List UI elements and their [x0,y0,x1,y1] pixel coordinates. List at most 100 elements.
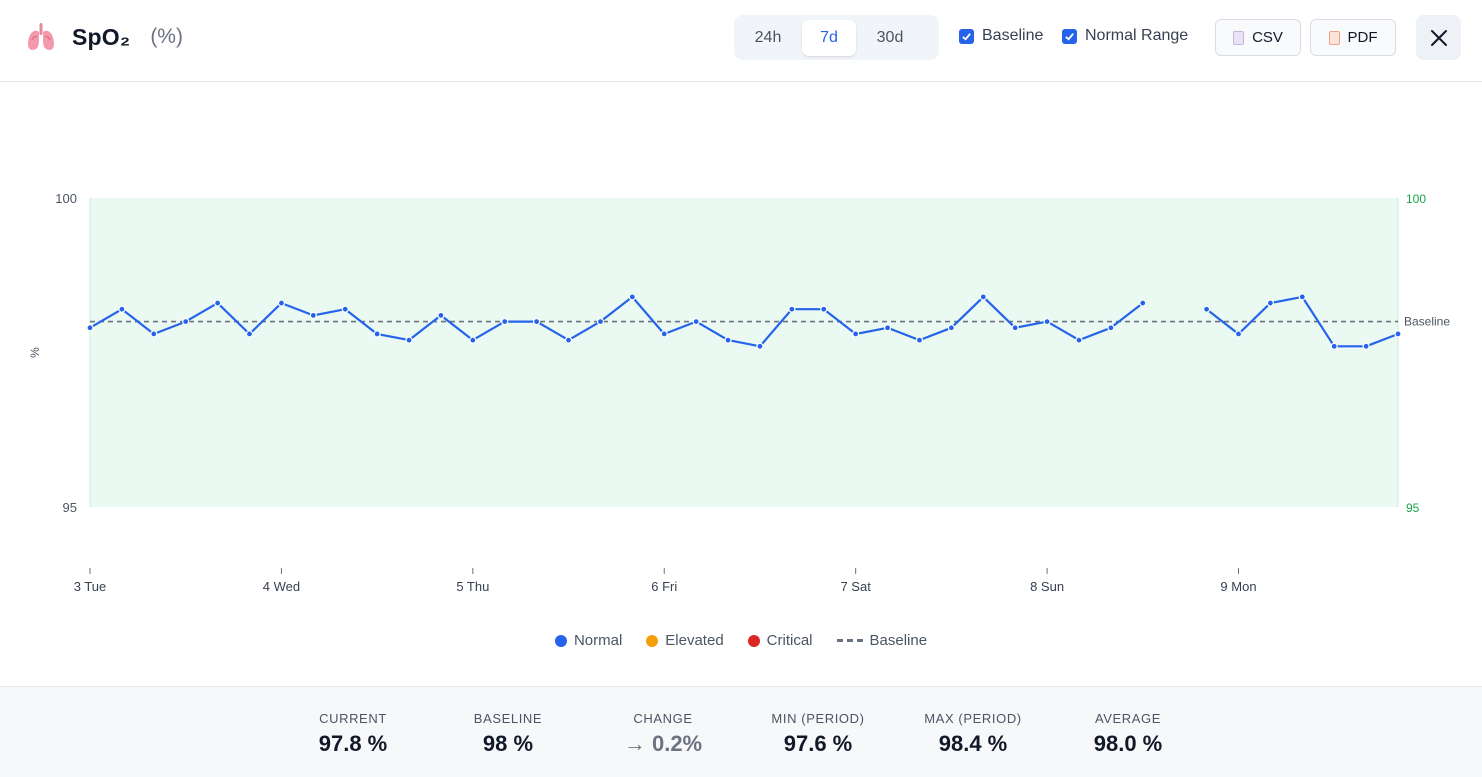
time-range-selector: 24h 7d 30d [734,15,939,60]
data-point[interactable] [182,318,190,326]
normal-range-checkbox[interactable] [1062,28,1077,44]
csv-file-icon [1233,30,1245,45]
data-point[interactable] [277,299,286,307]
normal-range-toggle[interactable]: Normal Range [1062,27,1188,45]
range-24h-button[interactable]: 24h [738,20,798,56]
data-point[interactable] [501,318,509,326]
data-point[interactable] [1202,305,1211,313]
page-unit: (%) [150,25,183,48]
stat-average: AVERAGE 98.0 % [1053,711,1203,757]
series-line-normal [89,295,1144,348]
data-point[interactable] [1043,318,1051,326]
data-point[interactable] [1266,299,1275,307]
title-group: SpO₂ (%) [24,20,183,54]
legend-item-normal[interactable]: Normal [554,632,623,649]
x-tick-label: 8 Sun [1030,579,1064,594]
stat-value: → 0.2% [623,731,703,756]
right-y-tick-label: 100 [1406,192,1426,206]
legend-label-normal: Normal [573,632,623,649]
data-point[interactable] [979,293,987,301]
data-point[interactable] [1139,299,1147,307]
header-bar: SpO₂ (%) 24h 7d 30d Baseline Normal Rang… [0,0,1482,82]
close-button[interactable] [1416,15,1461,60]
baseline-toggle[interactable]: Baseline [959,27,1043,45]
data-point[interactable] [915,336,924,344]
close-icon [1430,29,1447,46]
checkmark-icon [962,32,971,41]
legend-swatch-normal [554,634,567,647]
stat-value: 98.4 % [938,731,1008,756]
data-point[interactable] [1075,336,1083,344]
legend-item-elevated[interactable]: Elevated [646,632,724,649]
data-point[interactable] [1394,330,1402,338]
legend-label-elevated: Elevated [665,632,724,649]
data-point[interactable] [341,305,349,313]
data-point[interactable] [469,336,477,344]
data-point[interactable] [533,318,541,326]
data-point[interactable] [373,330,381,338]
stat-label: AVERAGE [1094,711,1162,726]
data-point[interactable] [1362,342,1370,350]
range-30d-button[interactable]: 30d [860,20,920,56]
legend-swatch-elevated [646,634,659,647]
stat-label: MIN (PERIOD) [771,711,865,726]
data-point[interactable] [788,305,796,313]
data-point[interactable] [1107,324,1115,332]
data-point[interactable] [756,342,764,350]
stats-panel: CURRENT 97.8 % BASELINE 98 % CHANGE → 0.… [0,686,1482,777]
stat-label: BASELINE [473,711,543,726]
stat-value: 98.0 % [1093,731,1163,756]
y-tick-label: 95 [63,500,77,515]
y-axis-label: % [28,347,42,358]
data-point[interactable] [660,330,668,338]
legend-item-critical[interactable]: Critical [747,632,813,649]
data-point[interactable] [883,324,892,332]
data-point[interactable] [86,324,94,332]
data-point[interactable] [214,299,222,307]
data-point[interactable] [947,324,955,332]
data-point[interactable] [596,318,605,326]
data-point[interactable] [692,318,700,326]
data-point[interactable] [1298,293,1306,301]
data-point[interactable] [245,330,254,338]
baseline-checkbox[interactable] [959,28,974,44]
data-point[interactable] [405,336,413,344]
stat-value: 98 % [482,731,534,756]
pdf-file-icon [1328,30,1340,45]
right-y-tick-label: 95 [1406,501,1420,515]
export-csv-button[interactable]: CSV [1215,19,1301,56]
x-tick-label: 5 Thu [456,579,489,594]
legend-swatch-critical [747,634,760,647]
data-point[interactable] [1330,342,1338,350]
stat-current: CURRENT 97.8 % [278,711,428,757]
data-point[interactable] [118,305,126,313]
stat-baseline: BASELINE 98 % [433,711,583,757]
x-tick-label: 7 Sat [840,579,871,594]
data-point[interactable] [724,336,732,344]
data-point[interactable] [820,305,828,313]
data-point[interactable] [628,293,636,301]
stat-label: CHANGE [633,711,693,726]
stat-max: MAX (PERIOD) 98.4 % [898,711,1048,757]
lungs-icon [28,23,54,50]
x-tick-label: 4 Wed [263,579,300,594]
range-7d-button[interactable]: 7d [802,19,856,56]
data-point[interactable] [309,311,317,320]
data-point[interactable] [564,336,573,344]
stat-label: CURRENT [319,711,387,726]
stat-value: 97.8 % [318,731,388,756]
legend-label-critical: Critical [766,632,813,649]
legend-item-baseline[interactable]: Baseline [836,632,927,649]
baseline-toggle-label: Baseline [982,27,1044,44]
normal-range-toggle-label: Normal Range [1085,27,1189,44]
x-tick-label: 3 Tue [74,579,107,594]
data-point[interactable] [1234,330,1243,338]
data-point[interactable] [437,311,445,320]
legend-swatch-baseline [836,639,863,642]
data-point[interactable] [852,330,860,338]
data-point[interactable] [150,330,158,338]
page-title: SpO₂ [72,23,131,50]
export-pdf-button[interactable]: PDF [1310,19,1396,56]
data-point[interactable] [1011,324,1019,332]
stat-min: MIN (PERIOD) 97.6 % [743,711,893,757]
